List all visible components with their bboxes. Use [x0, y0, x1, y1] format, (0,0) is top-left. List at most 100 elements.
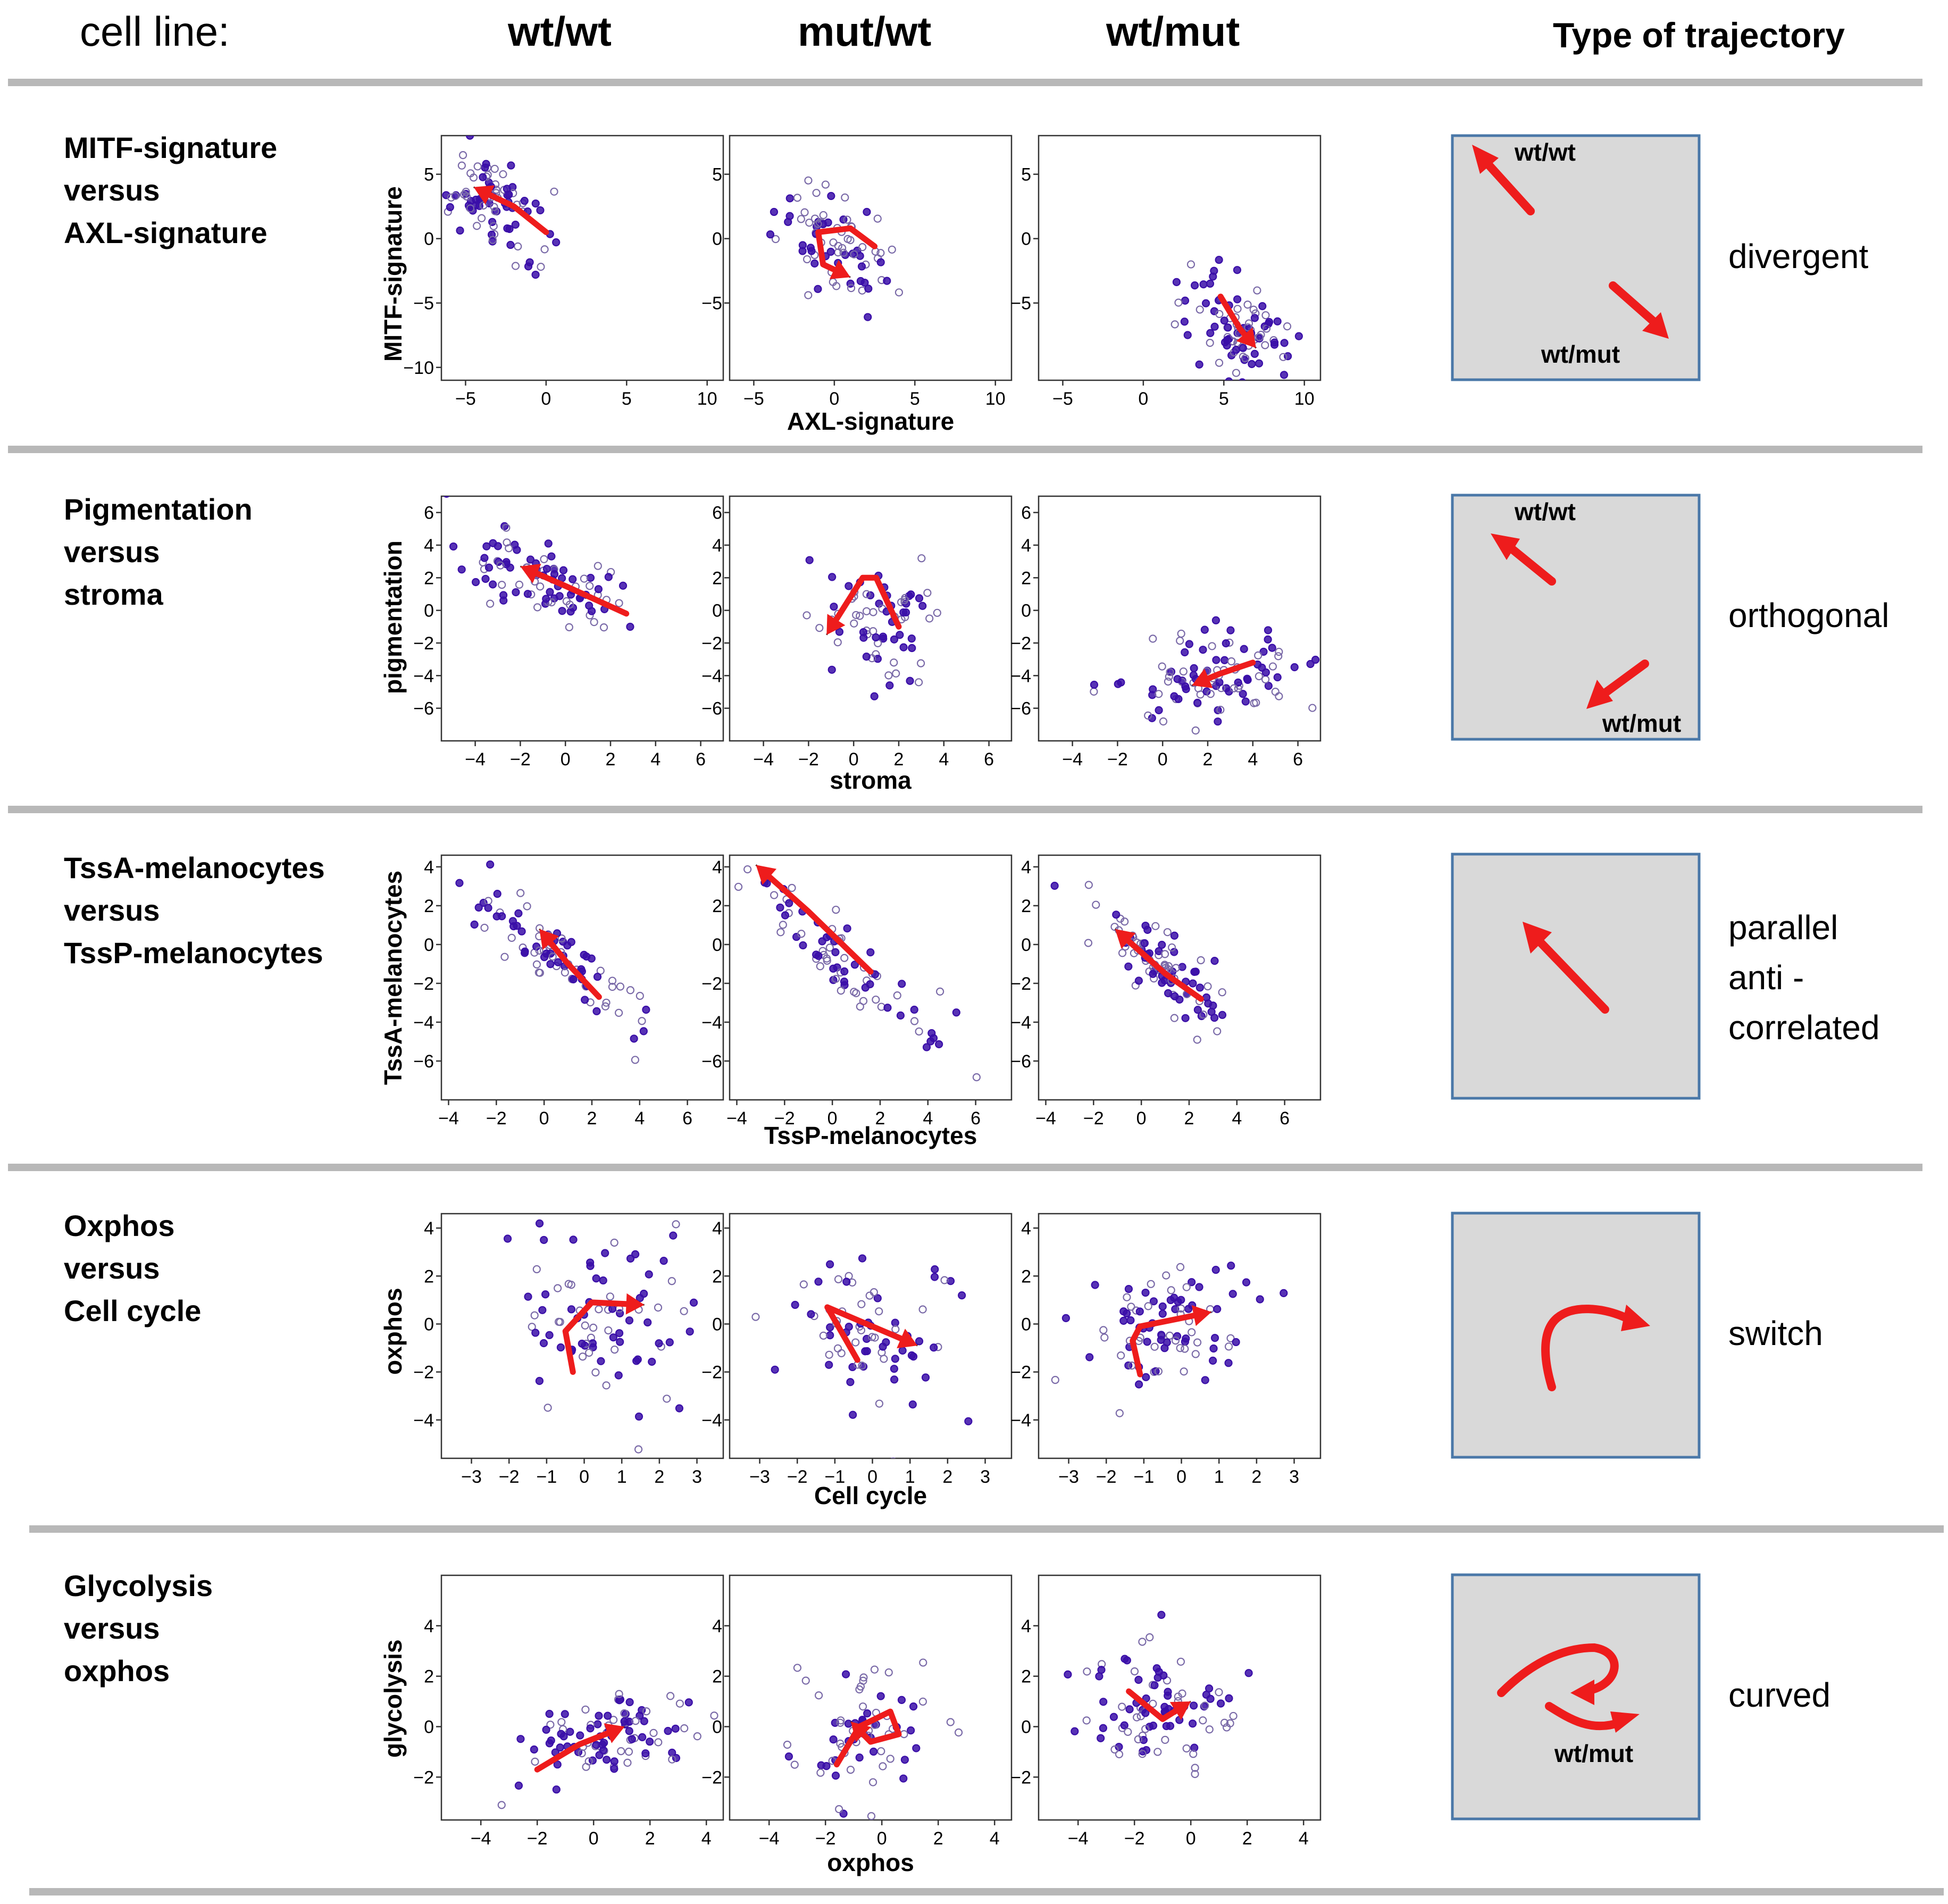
data-point: [615, 1696, 624, 1705]
data-point: [531, 270, 540, 279]
data-point: [1227, 657, 1236, 666]
data-point: [1191, 1764, 1199, 1772]
data-point: [863, 207, 871, 216]
x-tick-label: 3: [980, 1467, 990, 1487]
data-point: [554, 1284, 562, 1292]
data-point: [1149, 1722, 1158, 1730]
data-point: [832, 282, 841, 290]
data-point: [888, 245, 896, 254]
data-point: [1159, 717, 1168, 726]
data-point: [546, 960, 555, 968]
data-point: [826, 1331, 834, 1340]
x-tick-label: 2: [1203, 749, 1213, 770]
data-point: [802, 255, 812, 264]
data-point: [481, 574, 490, 583]
data-point: [455, 879, 464, 887]
data-point: [870, 1665, 879, 1674]
x-tick-label: 4: [1248, 749, 1258, 770]
data-point: [556, 1743, 564, 1752]
y-tick-label: −2: [701, 974, 722, 994]
scatter-panel: −4 −2 0 2 4 6 −6 −4 −2 0 2 4: [677, 829, 1013, 1129]
data-point: [1084, 939, 1093, 947]
separator: [8, 806, 1922, 813]
y-tick-label: 5: [712, 165, 722, 185]
data-point: [1161, 1735, 1169, 1744]
schema-divergent: wt/wt wt/mut: [1451, 134, 1701, 381]
y-tick-label: −5: [413, 294, 434, 314]
data-point: [1244, 323, 1252, 332]
data-point: [1158, 1309, 1167, 1318]
data-point: [601, 1249, 609, 1257]
y-tick-label: −4: [413, 1410, 434, 1431]
data-point: [1090, 680, 1099, 689]
data-point: [1085, 1353, 1094, 1362]
data-point: [1164, 1691, 1172, 1700]
x-tick-label: −5: [1052, 389, 1073, 409]
points-layer: [497, 1690, 718, 1809]
data-point: [592, 1741, 600, 1749]
data-point: [478, 214, 486, 222]
x-tick-label: −2: [1107, 749, 1128, 770]
data-point: [1193, 1035, 1201, 1044]
points-layer: [1090, 616, 1320, 735]
data-point: [1215, 255, 1223, 264]
data-point: [1197, 956, 1205, 965]
data-point: [884, 671, 893, 680]
data-point: [512, 588, 520, 597]
data-point: [1134, 1675, 1143, 1684]
data-point: [1255, 359, 1264, 368]
data-point: [1185, 640, 1193, 648]
data-point: [1112, 911, 1121, 919]
data-point: [1210, 266, 1218, 275]
data-point: [1271, 688, 1280, 696]
data-point: [1071, 1727, 1079, 1735]
trajectory-arrowhead: [826, 614, 846, 635]
data-point: [873, 655, 882, 663]
data-point: [1209, 1001, 1217, 1010]
data-point: [693, 1732, 701, 1741]
data-point: [457, 161, 466, 170]
data-point: [457, 565, 466, 574]
data-point: [797, 930, 806, 938]
data-point: [833, 638, 842, 647]
data-point: [536, 206, 545, 215]
data-point: [793, 1664, 802, 1672]
data-point: [1210, 1334, 1219, 1342]
data-point: [1206, 339, 1214, 347]
data-point: [631, 1056, 639, 1064]
data-point: [783, 1740, 792, 1749]
schema-switch: [1451, 1212, 1701, 1459]
x-tick-label: 6: [1280, 1108, 1290, 1129]
data-point: [1243, 300, 1252, 309]
data-point: [863, 1347, 871, 1356]
data-point: [645, 1270, 653, 1279]
data-point: [910, 1005, 918, 1014]
y-tick-label: −5: [701, 294, 722, 314]
data-point: [946, 1277, 955, 1285]
data-point: [671, 1724, 680, 1733]
data-point: [1213, 1305, 1222, 1313]
trajectory-arrowhead: [625, 1293, 645, 1315]
data-point: [514, 242, 522, 250]
data-point: [864, 285, 873, 293]
points-layer: [442, 136, 561, 279]
data-point: [559, 566, 568, 574]
data-point: [473, 222, 481, 230]
data-point: [489, 222, 498, 230]
data-point: [877, 1747, 885, 1756]
plot-frame: [729, 495, 1013, 742]
data-point: [505, 190, 513, 199]
data-point: [839, 248, 848, 257]
data-point: [1184, 1305, 1193, 1313]
data-point: [616, 982, 625, 991]
data-point: [603, 1756, 611, 1764]
data-point: [912, 1744, 921, 1752]
data-point: [625, 1727, 633, 1735]
y-tick-label: 4: [424, 1616, 434, 1636]
data-point: [553, 1760, 562, 1769]
data-point: [677, 829, 684, 836]
col-header-wt-mut: wt/mut: [1106, 8, 1240, 55]
scatter-panel: −3 −2 −1 0 1 2 3 −4 −2 0 2 4: [701, 1213, 1013, 1487]
data-point: [586, 1724, 595, 1733]
data-point: [1118, 949, 1127, 957]
